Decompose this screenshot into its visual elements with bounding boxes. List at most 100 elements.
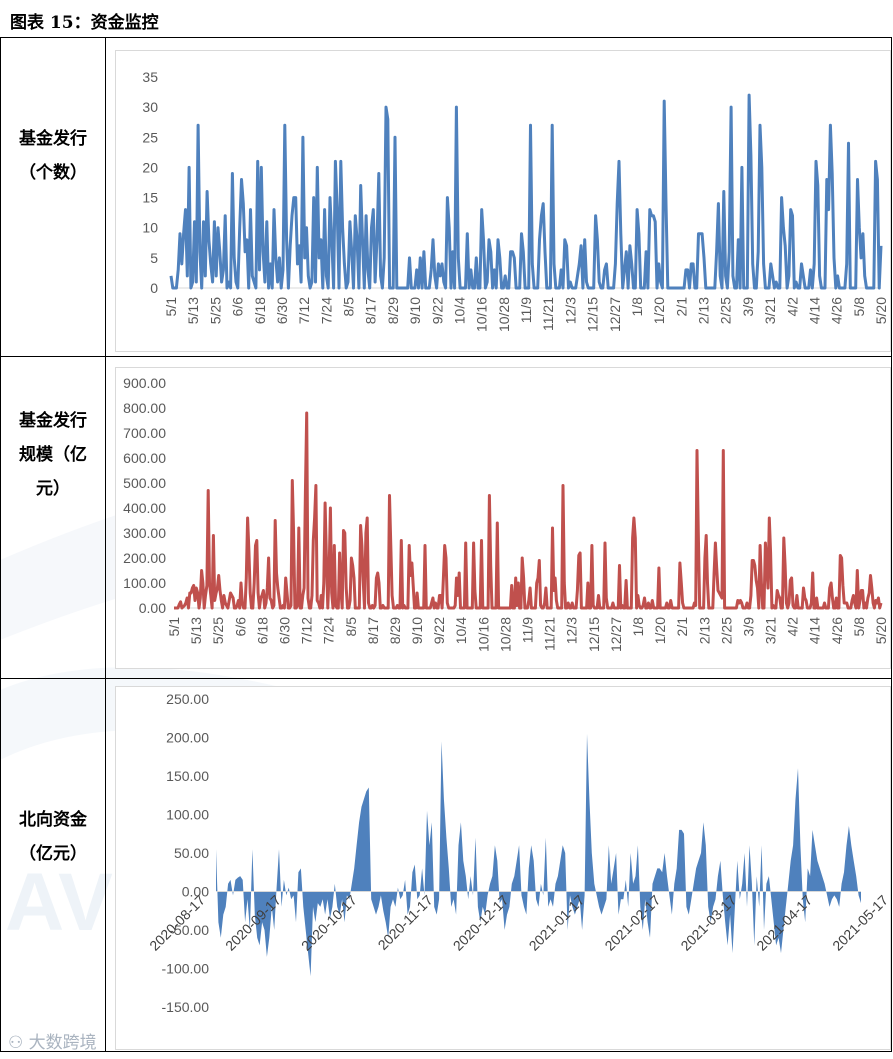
chart-fund-size: 0.00 100.00 200.00 300.00 400.00 500.00 600.00… — [115, 367, 891, 669]
x-tick-label: 10/28 — [497, 617, 513, 652]
y-tick-label: 200.00 — [123, 550, 166, 566]
y-tick-label: 700.00 — [123, 425, 166, 441]
x-tick-label: 3/21 — [763, 617, 779, 644]
row-label-northbound: 北向资金 （亿元） — [2, 803, 104, 871]
x-tick-label: 4/26 — [829, 617, 845, 644]
y-tick-label: 5 — [150, 250, 158, 266]
x-tick-label: 5/1 — [166, 617, 182, 637]
x-tick-label: 2/1 — [673, 297, 689, 317]
x-tick-label: 12/3 — [562, 297, 578, 324]
x-tick-label: 8/5 — [343, 617, 359, 637]
label-line: 元） — [36, 479, 70, 499]
y-tick-label: 900.00 — [123, 375, 166, 391]
x-tick-label: 5/13 — [185, 297, 201, 324]
y-tick-label: -50.00 — [169, 922, 209, 938]
x-tick-label: 7/12 — [296, 297, 312, 324]
x-tick-label: 8/17 — [363, 297, 379, 324]
svg-text:AV: AV — [5, 857, 113, 948]
y-tick-label: 800.00 — [123, 400, 166, 416]
x-tick-label: 7/24 — [318, 297, 334, 324]
x-tick-label: 11/21 — [540, 297, 556, 331]
x-tick-label: 1/8 — [630, 617, 646, 637]
y-tick-label: 600.00 — [123, 450, 166, 466]
x-tick-label: 3/9 — [740, 297, 756, 317]
y-tick-label: 0 — [150, 280, 158, 296]
x-tick-label: 10/4 — [453, 617, 469, 644]
x-tick-label: 4/26 — [829, 297, 845, 324]
y-tick-label: -150.00 — [162, 999, 210, 1015]
x-tick-label: 2021-01-17 — [526, 892, 588, 954]
x-tick-label: 4/2 — [785, 617, 801, 637]
x-tick-label: 12/27 — [608, 617, 624, 652]
y-tick-label: 30 — [142, 99, 158, 115]
x-tick-label: 5/1 — [163, 297, 179, 317]
chart-fund-size-svg: 0.00 100.00 200.00 300.00 400.00 500.00 600.00… — [123, 375, 889, 652]
y-tick-label: 15 — [142, 190, 158, 206]
x-tick-label: 4/14 — [806, 297, 822, 324]
x-tick-label: 2/1 — [674, 617, 690, 637]
y-tick-label: 35 — [142, 69, 158, 85]
x-tick-label: 12/27 — [607, 297, 623, 332]
x-tick-label: 5/25 — [207, 297, 223, 324]
x-tick-label: 8/29 — [385, 297, 401, 324]
chart-northbound: -150.00 -100.00 -50.00 0.00 50.00 100.00 150.0… — [115, 686, 891, 1050]
x-tick-label: 5/13 — [188, 617, 204, 644]
x-tick-label: 2/13 — [696, 297, 712, 324]
x-tick-label: 12/15 — [585, 297, 601, 332]
x-tick-label: 2/13 — [696, 617, 712, 644]
x-tick-label: 10/16 — [475, 617, 491, 652]
y-tick-label: 400.00 — [123, 500, 166, 516]
x-tick-label: 6/18 — [252, 297, 268, 324]
y-tick-label: 200.00 — [166, 730, 209, 746]
x-tick-label: 5/25 — [210, 617, 226, 644]
x-tick-label: 6/6 — [232, 617, 248, 637]
chart-northbound-svg: -150.00 -100.00 -50.00 0.00 50.00 100.00 150.0… — [146, 691, 891, 1015]
x-tick-label: 8/17 — [365, 617, 381, 644]
x-tick-label: 5/8 — [851, 617, 867, 637]
x-tick-label: 10/28 — [496, 297, 512, 332]
x-tick-label: 7/24 — [321, 617, 337, 644]
y-tick-label: 50.00 — [174, 845, 209, 861]
x-tick-label: 12/15 — [586, 617, 602, 652]
chart-fund-count-svg: 0 5 10 15 20 25 30 35 5/1 5/13 5/25 6/6 6/18 6/30 7/12… — [142, 69, 889, 332]
y-tick-label: 300.00 — [123, 525, 166, 541]
x-tick-label: 6/18 — [254, 617, 270, 644]
label-line: 基金发行 — [19, 129, 87, 149]
label-line: （亿元） — [19, 844, 87, 864]
y-tick-label: 10 — [142, 220, 158, 236]
x-tick-label: 9/22 — [431, 617, 447, 644]
column-divider — [105, 37, 106, 1052]
y-tick-label: 500.00 — [123, 475, 166, 491]
y-tick-label: 20 — [142, 159, 158, 175]
x-tick-label: 4/14 — [807, 617, 823, 644]
x-tick-label: 3/21 — [762, 297, 778, 324]
x-tick-label: 6/30 — [276, 617, 292, 644]
x-tick-label: 1/20 — [652, 617, 668, 644]
x-tick-label: 9/22 — [429, 297, 445, 324]
x-tick-label: 2/25 — [718, 617, 734, 644]
figure-title: 图表 15：资金监控 — [10, 13, 159, 33]
x-tick-label: 4/2 — [784, 297, 800, 317]
x-tick-label: 3/9 — [740, 617, 756, 637]
x-tick-label: 7/12 — [299, 617, 315, 644]
label-line: 基金发行 — [19, 411, 87, 431]
x-tick-label: 10/16 — [474, 297, 490, 332]
y-tick-label: 100.00 — [123, 575, 166, 591]
x-tick-label: 6/30 — [274, 297, 290, 324]
x-tick-label: 10/4 — [451, 297, 467, 324]
y-tick-label: 25 — [142, 129, 158, 145]
figure-table — [0, 37, 892, 1052]
x-tick-label: 2/25 — [718, 297, 734, 324]
x-tick-label: 2020-09-17 — [222, 892, 284, 954]
watermark-logo: ⚇ 大数跨境 — [8, 1033, 97, 1053]
y-tick-label: 250.00 — [166, 691, 209, 707]
label-line: 北向资金 — [19, 810, 87, 830]
x-tick-label: 11/9 — [518, 297, 534, 323]
y-tick-label: 100.00 — [166, 807, 209, 823]
x-tick-label: 1/20 — [651, 297, 667, 324]
y-tick-label: -100.00 — [162, 961, 210, 977]
x-tick-label: 9/10 — [407, 297, 423, 324]
x-tick-label: 11/21 — [542, 617, 558, 651]
x-tick-label: 8/29 — [387, 617, 403, 644]
row-divider — [0, 356, 892, 357]
